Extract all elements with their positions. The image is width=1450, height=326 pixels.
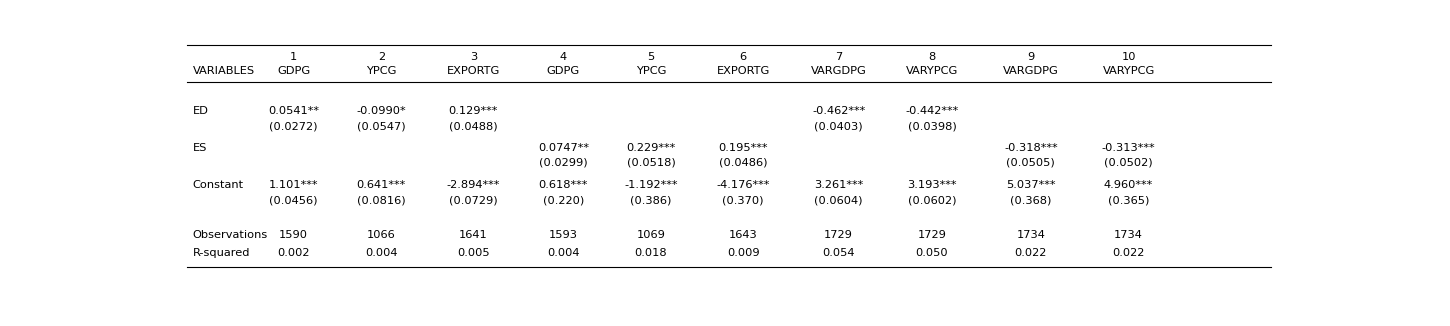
Text: (0.0816): (0.0816) xyxy=(357,195,406,205)
Text: 0.022: 0.022 xyxy=(1015,248,1047,258)
Text: Observations: Observations xyxy=(193,230,268,240)
Text: -1.192***: -1.192*** xyxy=(625,180,677,190)
Text: 0.004: 0.004 xyxy=(547,248,580,258)
Text: GDPG: GDPG xyxy=(547,66,580,76)
Text: (0.0547): (0.0547) xyxy=(357,122,406,131)
Text: -4.176***: -4.176*** xyxy=(716,180,770,190)
Text: 0.0541**: 0.0541** xyxy=(268,106,319,116)
Text: 5.037***: 5.037*** xyxy=(1006,180,1056,190)
Text: ED: ED xyxy=(193,106,209,116)
Text: (0.0502): (0.0502) xyxy=(1105,158,1153,168)
Text: -0.462***: -0.462*** xyxy=(812,106,866,116)
Text: (0.0488): (0.0488) xyxy=(450,122,497,131)
Text: 0.054: 0.054 xyxy=(822,248,856,258)
Text: 7: 7 xyxy=(835,52,842,62)
Text: 5: 5 xyxy=(647,52,654,62)
Text: R-squared: R-squared xyxy=(193,248,249,258)
Text: 10: 10 xyxy=(1121,52,1135,62)
Text: (0.386): (0.386) xyxy=(631,195,671,205)
Text: (0.0602): (0.0602) xyxy=(908,195,956,205)
Text: 2: 2 xyxy=(377,52,384,62)
Text: 1734: 1734 xyxy=(1114,230,1143,240)
Text: -0.313***: -0.313*** xyxy=(1102,142,1156,153)
Text: (0.0403): (0.0403) xyxy=(815,122,863,131)
Text: (0.0729): (0.0729) xyxy=(450,195,497,205)
Text: 4: 4 xyxy=(560,52,567,62)
Text: YPCG: YPCG xyxy=(635,66,666,76)
Text: 1593: 1593 xyxy=(548,230,577,240)
Text: 0.009: 0.009 xyxy=(726,248,760,258)
Text: 1.101***: 1.101*** xyxy=(268,180,319,190)
Text: -0.0990*: -0.0990* xyxy=(357,106,406,116)
Text: (0.0272): (0.0272) xyxy=(270,122,318,131)
Text: 1590: 1590 xyxy=(278,230,307,240)
Text: VARIABLES: VARIABLES xyxy=(193,66,255,76)
Text: (0.0505): (0.0505) xyxy=(1006,158,1056,168)
Text: 0.005: 0.005 xyxy=(457,248,490,258)
Text: 1729: 1729 xyxy=(824,230,853,240)
Text: 0.195***: 0.195*** xyxy=(718,142,768,153)
Text: 1: 1 xyxy=(290,52,297,62)
Text: VARGDPG: VARGDPG xyxy=(1003,66,1058,76)
Text: 9: 9 xyxy=(1027,52,1034,62)
Text: 3.261***: 3.261*** xyxy=(813,180,863,190)
Text: 0.641***: 0.641*** xyxy=(357,180,406,190)
Text: (0.0604): (0.0604) xyxy=(815,195,863,205)
Text: 3.193***: 3.193*** xyxy=(908,180,957,190)
Text: 0.004: 0.004 xyxy=(365,248,397,258)
Text: 0.050: 0.050 xyxy=(915,248,948,258)
Text: (0.0398): (0.0398) xyxy=(908,122,957,131)
Text: 1729: 1729 xyxy=(918,230,947,240)
Text: -0.318***: -0.318*** xyxy=(1003,142,1057,153)
Text: -2.894***: -2.894*** xyxy=(447,180,500,190)
Text: 0.618***: 0.618*** xyxy=(538,180,589,190)
Text: Constant: Constant xyxy=(193,180,244,190)
Text: -0.442***: -0.442*** xyxy=(905,106,958,116)
Text: ES: ES xyxy=(193,142,207,153)
Text: YPCG: YPCG xyxy=(365,66,396,76)
Text: VARYPCG: VARYPCG xyxy=(906,66,958,76)
Text: 1734: 1734 xyxy=(1016,230,1045,240)
Text: 0.0747**: 0.0747** xyxy=(538,142,589,153)
Text: 0.018: 0.018 xyxy=(635,248,667,258)
Text: 1641: 1641 xyxy=(460,230,487,240)
Text: GDPG: GDPG xyxy=(277,66,310,76)
Text: 4.960***: 4.960*** xyxy=(1103,180,1153,190)
Text: (0.0518): (0.0518) xyxy=(626,158,676,168)
Text: 3: 3 xyxy=(470,52,477,62)
Text: 0.002: 0.002 xyxy=(277,248,310,258)
Text: (0.220): (0.220) xyxy=(542,195,584,205)
Text: EXPORTG: EXPORTG xyxy=(447,66,500,76)
Text: (0.370): (0.370) xyxy=(722,195,764,205)
Text: 1069: 1069 xyxy=(637,230,666,240)
Text: 8: 8 xyxy=(928,52,935,62)
Text: 0.129***: 0.129*** xyxy=(448,106,499,116)
Text: 1066: 1066 xyxy=(367,230,396,240)
Text: VARGDPG: VARGDPG xyxy=(811,66,867,76)
Text: 0.022: 0.022 xyxy=(1112,248,1144,258)
Text: EXPORTG: EXPORTG xyxy=(716,66,770,76)
Text: 6: 6 xyxy=(740,52,747,62)
Text: VARYPCG: VARYPCG xyxy=(1102,66,1154,76)
Text: (0.368): (0.368) xyxy=(1011,195,1051,205)
Text: (0.0486): (0.0486) xyxy=(719,158,767,168)
Text: 1643: 1643 xyxy=(729,230,757,240)
Text: (0.0299): (0.0299) xyxy=(539,158,587,168)
Text: (0.0456): (0.0456) xyxy=(270,195,318,205)
Text: 0.229***: 0.229*** xyxy=(626,142,676,153)
Text: (0.365): (0.365) xyxy=(1108,195,1150,205)
